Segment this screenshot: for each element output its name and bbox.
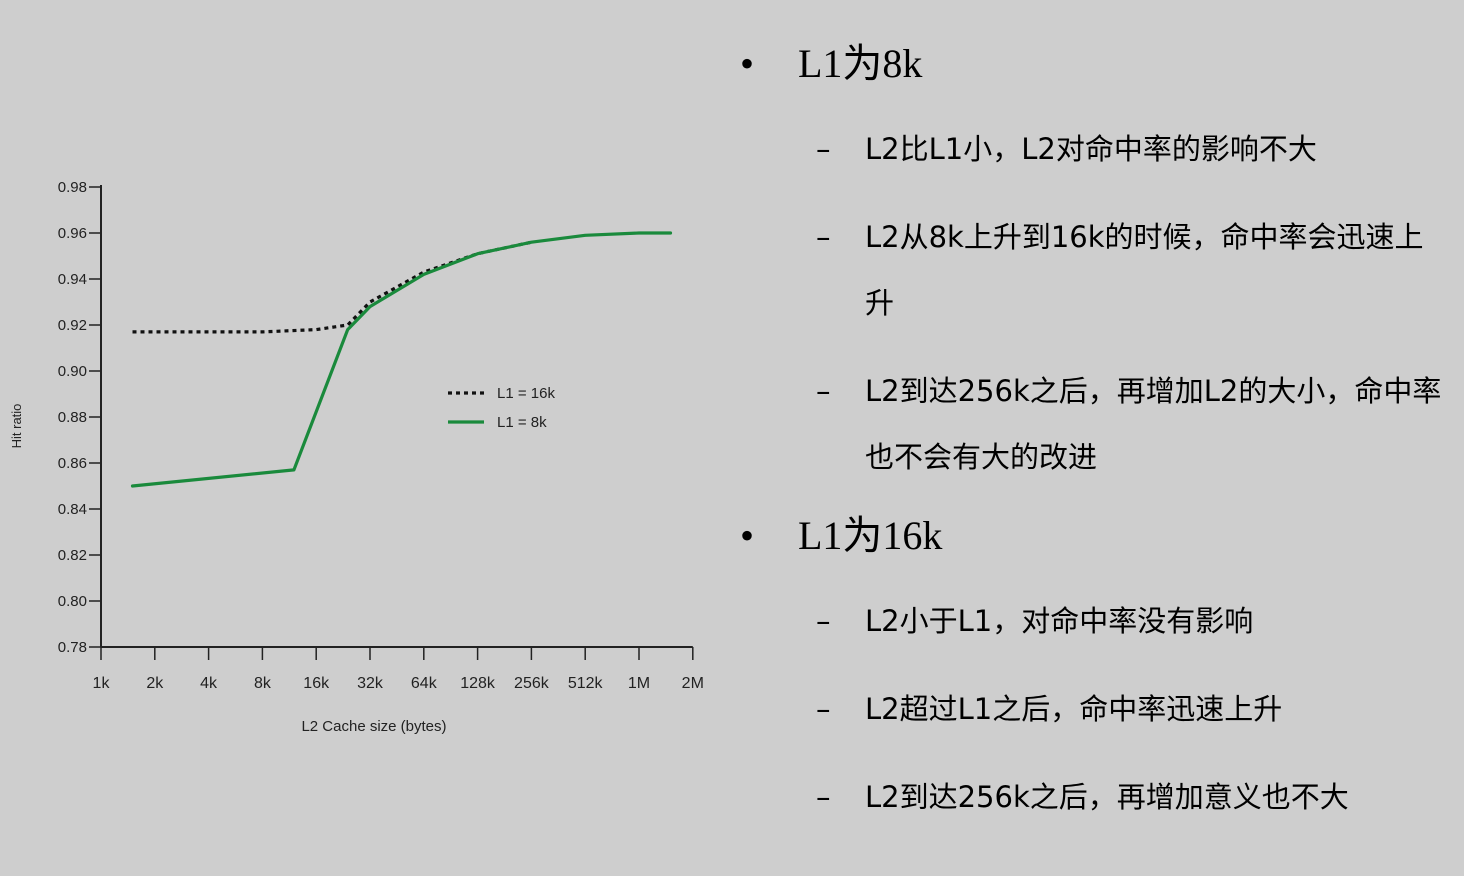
y-tick-label: 0.96 (58, 225, 87, 242)
list-item: – L2到达256k之后，再增加L2的大小，命中率也不会有大的改进 (740, 358, 1450, 490)
section-heading-text: L1为16k (798, 513, 943, 558)
x-tick-label: 128k (460, 675, 496, 692)
y-tick-label: 0.92 (58, 317, 87, 334)
section-heading-text: L1为8k (798, 41, 923, 86)
dash-marker: – (816, 780, 831, 814)
x-tick-label: 16k (303, 675, 330, 692)
y-axis-label: Hit ratio (9, 404, 24, 449)
section-heading: • L1为8k (740, 40, 1450, 88)
x-tick-label: 64k (411, 675, 438, 692)
x-tick-label: 1M (628, 675, 650, 692)
y-tick-label: 0.82 (58, 547, 87, 564)
dash-marker: – (816, 132, 831, 166)
y-tick-label: 0.84 (58, 501, 87, 518)
x-tick-label: 8k (254, 675, 272, 692)
bullet-marker: • (740, 513, 755, 558)
list-item-text: L2从8k上升到16k的时候，命中率会迅速上升 (865, 220, 1424, 320)
dash-marker: – (816, 374, 831, 408)
list-item-text: L2小于L1，对命中率没有影响 (865, 604, 1254, 638)
x-axis-label: L2 Cache size (bytes) (301, 718, 446, 735)
list-item: – L2从8k上升到16k的时候，命中率会迅速上升 (740, 204, 1450, 336)
x-tick-label: 512k (568, 675, 604, 692)
list-item-text: L2超过L1之后，命中率迅速上升 (865, 692, 1283, 726)
y-tick-label: 0.90 (58, 363, 87, 380)
list-item: – L2超过L1之后，命中率迅速上升 (740, 676, 1450, 742)
y-tick-label: 0.86 (58, 455, 87, 472)
bullet-marker: • (740, 41, 755, 86)
y-tick-label: 0.94 (58, 271, 87, 288)
dash-marker: – (816, 692, 831, 726)
x-tick-label: 1k (93, 675, 111, 692)
list-item: – L2比L1小，L2对命中率的影响不大 (740, 116, 1450, 182)
x-tick-label: 2M (682, 675, 704, 692)
legend-label: L1 = 8k (497, 414, 547, 431)
list-item-text: L2到达256k之后，再增加L2的大小，命中率也不会有大的改进 (865, 374, 1442, 474)
list-item-text: L2到达256k之后，再增加意义也不大 (865, 780, 1349, 814)
list-item: – L2小于L1，对命中率没有影响 (740, 588, 1450, 654)
legend: L1 = 16k L1 = 8k (448, 385, 555, 431)
y-tick-label: 0.88 (58, 409, 87, 426)
series-line-l1-8k (130, 231, 673, 488)
section-heading: • L1为16k (740, 512, 1450, 560)
x-tick-label: 32k (357, 675, 384, 692)
x-tick-label: 2k (146, 675, 164, 692)
legend-label: L1 = 16k (497, 385, 555, 402)
dash-marker: – (816, 604, 831, 638)
y-tick-label: 0.78 (58, 639, 87, 656)
list-item-text: L2比L1小，L2对命中率的影响不大 (865, 132, 1317, 166)
x-tick-label: 4k (200, 675, 218, 692)
text-panel: • L1为8k – L2比L1小，L2对命中率的影响不大 – L2从8k上升到1… (740, 40, 1450, 852)
y-tick-label: 0.80 (58, 593, 87, 610)
axes: 0.78 0.80 0.82 0.84 0.86 0.88 0.90 0.92 0.94 0.96… (58, 179, 704, 692)
hit-ratio-chart: 0.78 0.80 0.82 0.84 0.86 0.88 0.90 0.92 0.94 0.96… (9, 179, 704, 735)
x-tick-label: 256k (514, 675, 550, 692)
y-tick-label: 0.98 (58, 179, 87, 196)
dash-marker: – (816, 220, 831, 254)
series-lines (130, 231, 673, 488)
list-item: – L2到达256k之后，再增加意义也不大 (740, 764, 1450, 830)
